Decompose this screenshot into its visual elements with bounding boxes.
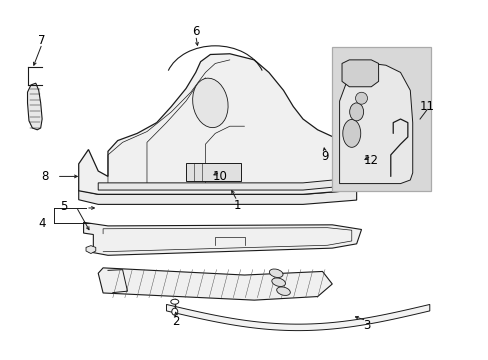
Polygon shape (339, 63, 412, 184)
Text: 5: 5 (61, 201, 68, 213)
Ellipse shape (171, 308, 178, 315)
Polygon shape (346, 159, 362, 168)
Text: 7: 7 (39, 33, 46, 47)
Polygon shape (27, 83, 42, 130)
Ellipse shape (349, 103, 363, 121)
Ellipse shape (170, 299, 179, 304)
Polygon shape (166, 305, 429, 330)
Circle shape (355, 92, 367, 104)
Text: 4: 4 (39, 216, 46, 230)
Polygon shape (86, 246, 96, 253)
Text: 3: 3 (362, 319, 369, 332)
Ellipse shape (269, 269, 283, 278)
Polygon shape (98, 178, 351, 190)
Polygon shape (83, 222, 361, 255)
Text: 10: 10 (212, 170, 227, 183)
Text: 11: 11 (419, 100, 434, 113)
Ellipse shape (271, 278, 285, 287)
Ellipse shape (342, 120, 360, 147)
Polygon shape (98, 268, 331, 300)
Text: 8: 8 (41, 170, 48, 183)
Ellipse shape (276, 287, 290, 296)
Text: 1: 1 (233, 199, 241, 212)
Polygon shape (341, 60, 378, 87)
Bar (185, 163, 240, 181)
Text: 6: 6 (192, 25, 199, 38)
Text: 9: 9 (321, 150, 328, 163)
Bar (331, 47, 430, 191)
Polygon shape (79, 54, 356, 194)
Text: 2: 2 (172, 315, 180, 328)
Text: 12: 12 (363, 154, 378, 167)
Ellipse shape (192, 78, 227, 127)
Polygon shape (79, 190, 356, 204)
